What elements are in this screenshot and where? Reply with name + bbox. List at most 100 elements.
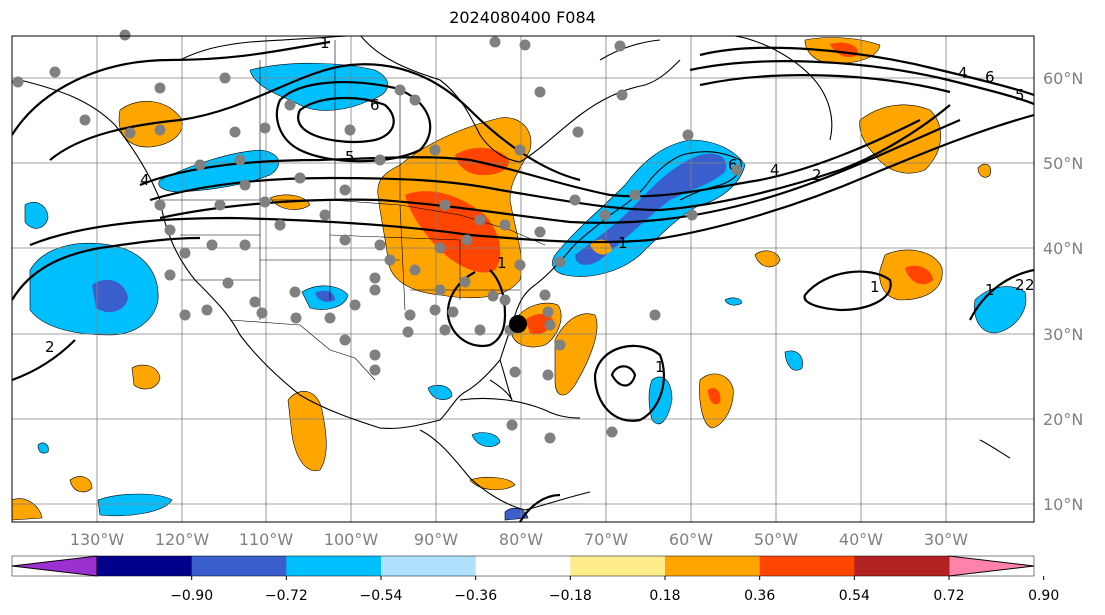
station-marker bbox=[206, 239, 218, 251]
station-marker bbox=[374, 239, 386, 251]
station-marker bbox=[284, 99, 296, 111]
political-borders bbox=[160, 40, 546, 381]
cold-anomaly-tropical-2 bbox=[784, 350, 803, 371]
cold-anomaly-small-2 bbox=[37, 442, 49, 454]
contour-label: 1 bbox=[320, 34, 330, 52]
station-marker bbox=[222, 277, 234, 289]
station-marker bbox=[319, 209, 331, 221]
station-marker bbox=[509, 366, 521, 378]
station-marker bbox=[487, 290, 499, 302]
station-marker bbox=[459, 276, 471, 288]
station-marker bbox=[439, 199, 451, 211]
station-marker bbox=[599, 209, 611, 221]
cold-anomaly-tropical-4 bbox=[427, 384, 453, 401]
station-marker bbox=[542, 369, 554, 381]
station-marker bbox=[239, 239, 251, 251]
station-marker bbox=[409, 264, 421, 276]
cold-anomaly-small-1 bbox=[724, 297, 743, 306]
lat-label: 20°N bbox=[1043, 410, 1083, 429]
cold-anomaly-tropical-1 bbox=[648, 376, 673, 425]
station-marker bbox=[349, 299, 361, 311]
warm-anomaly-east-pacific bbox=[131, 364, 161, 390]
station-marker bbox=[731, 164, 743, 176]
station-marker bbox=[274, 219, 286, 231]
contour-label: 1 bbox=[618, 234, 628, 252]
station-marker bbox=[429, 144, 441, 156]
station-marker bbox=[79, 114, 91, 126]
warm-anomaly-small-4 bbox=[469, 476, 516, 490]
station-marker bbox=[629, 189, 641, 201]
station-marker bbox=[447, 306, 459, 318]
contour-label: 4 bbox=[958, 64, 968, 82]
station-marker bbox=[404, 309, 416, 321]
colorbar-bin bbox=[665, 556, 761, 576]
colorbar-tick-label: 0.72 bbox=[933, 588, 964, 604]
station-marker bbox=[572, 126, 584, 138]
station-marker bbox=[434, 284, 446, 296]
station-marker bbox=[219, 72, 231, 84]
station-marker bbox=[374, 154, 386, 166]
station-marker bbox=[124, 127, 136, 139]
contour-label: 1 bbox=[985, 281, 995, 299]
station-marker bbox=[154, 124, 166, 136]
lon-label: 100°W bbox=[324, 530, 379, 549]
station-marker bbox=[164, 224, 176, 236]
colorbar-bin bbox=[97, 556, 193, 576]
station-marker bbox=[539, 289, 551, 301]
colorbar-tick-label: −0.54 bbox=[360, 588, 403, 604]
station-marker bbox=[542, 306, 554, 318]
colorbar-bin bbox=[381, 556, 477, 576]
colorbar-tick-label: −0.36 bbox=[454, 588, 497, 604]
station-marker bbox=[394, 84, 406, 96]
warm-anomaly-georgia-core bbox=[525, 314, 553, 335]
warm-anomaly-small-2 bbox=[977, 163, 991, 178]
station-marker bbox=[402, 326, 414, 338]
warm-anomaly-central-atlantic-core bbox=[905, 265, 933, 285]
station-markers bbox=[12, 29, 743, 444]
station-marker bbox=[201, 304, 213, 316]
cold-anomaly-tropical-3 bbox=[471, 432, 501, 448]
contour-label: 6 bbox=[985, 68, 995, 86]
station-marker bbox=[686, 209, 698, 221]
warm-anomaly-hudson bbox=[590, 239, 612, 255]
station-marker bbox=[554, 256, 566, 268]
lat-label: 30°N bbox=[1043, 325, 1083, 344]
plot-frame bbox=[11, 35, 1035, 523]
lat-label: 60°N bbox=[1043, 69, 1083, 88]
lon-label: 120°W bbox=[155, 530, 210, 549]
station-marker bbox=[409, 94, 421, 106]
station-marker bbox=[369, 349, 381, 361]
colorbar-bin bbox=[191, 556, 287, 576]
station-marker bbox=[294, 172, 306, 184]
colorbar-outline bbox=[11, 555, 1035, 577]
warm-anomaly-atlantic bbox=[554, 313, 598, 396]
station-marker bbox=[384, 254, 396, 266]
warm-anomaly-small-1 bbox=[754, 250, 781, 268]
station-marker bbox=[234, 154, 246, 166]
station-marker bbox=[164, 269, 176, 281]
colorbar-tick-label: 0.18 bbox=[649, 588, 680, 604]
lon-label: 70°W bbox=[584, 530, 628, 549]
station-marker bbox=[256, 307, 268, 319]
warm-anomaly-tropical-core bbox=[708, 388, 721, 405]
station-marker bbox=[289, 286, 301, 298]
station-marker bbox=[194, 159, 206, 171]
station-marker bbox=[569, 194, 581, 206]
colorbar-extend-right bbox=[948, 555, 1035, 577]
contour-label: 4 bbox=[140, 171, 150, 189]
map-title: 2024080400 F084 bbox=[449, 8, 596, 27]
colorbar-tick-label: −0.72 bbox=[265, 588, 308, 604]
colorbar-bin bbox=[475, 556, 571, 576]
station-marker bbox=[12, 76, 24, 88]
station-marker bbox=[154, 199, 166, 211]
colorbar: −0.90 −0.72 −0.54 −0.36 −0.18 0.18 0.36 0.54 0.7… bbox=[11, 555, 1059, 604]
station-marker bbox=[544, 432, 556, 444]
station-marker bbox=[499, 219, 511, 231]
colorbar-bin bbox=[286, 556, 382, 576]
station-marker bbox=[429, 304, 441, 316]
station-marker bbox=[119, 29, 131, 41]
lat-label: 40°N bbox=[1043, 239, 1083, 258]
contour-label: 1 bbox=[655, 358, 665, 376]
station-marker bbox=[554, 339, 566, 351]
colorbar-bin bbox=[759, 556, 855, 576]
